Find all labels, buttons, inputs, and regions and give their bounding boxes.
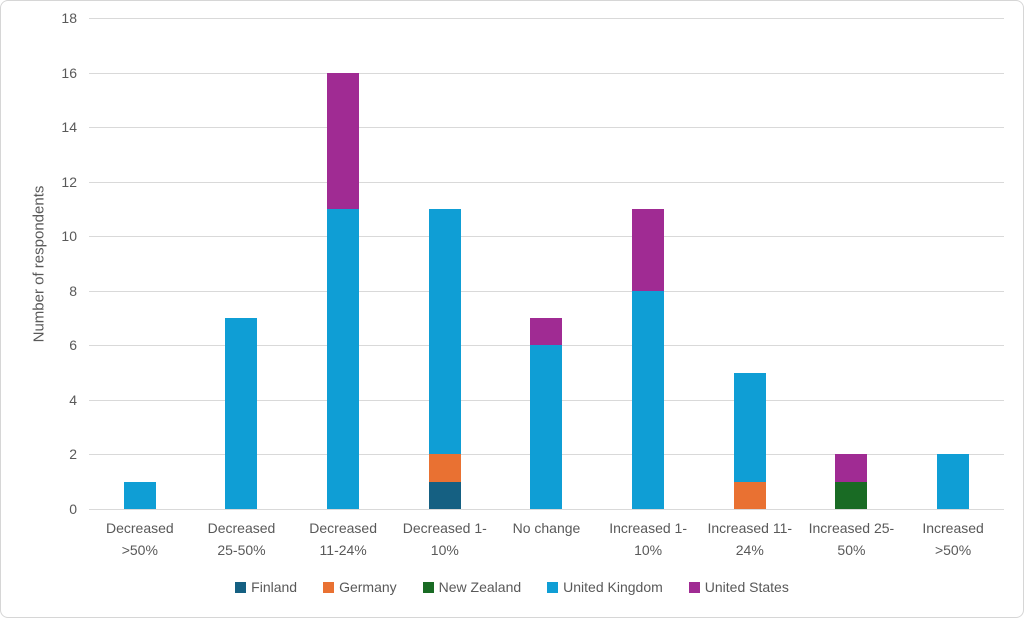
bar-stack	[632, 18, 665, 509]
y-tick-label: 8	[69, 282, 77, 299]
x-category-label: Increased 11- 24%	[699, 517, 801, 561]
y-tick-label: 6	[69, 337, 77, 354]
plot-area	[89, 18, 1004, 510]
y-tick-label: 10	[61, 228, 77, 245]
bar-segment-united-kingdom	[733, 372, 766, 482]
gridline	[89, 72, 1004, 74]
x-category-label: Decreased 25-50%	[191, 517, 293, 561]
bar-columns	[89, 18, 1004, 509]
bar-stack	[327, 18, 360, 509]
legend-item-united-states: United States	[688, 579, 789, 595]
bar-stack	[428, 18, 461, 509]
legend-swatch-icon	[323, 581, 335, 593]
x-category-label-line: Increased 11-	[707, 520, 793, 536]
legend-swatch-icon	[422, 581, 434, 593]
y-tick-label: 12	[61, 173, 77, 190]
category-column	[191, 18, 293, 509]
bar-segment-new-zealand	[835, 481, 868, 509]
legend-swatch-icon	[235, 581, 247, 593]
category-column	[89, 18, 191, 509]
x-category-label-line: 10%	[634, 542, 663, 558]
x-category-label-line: >50%	[934, 542, 972, 558]
bar-stack	[123, 18, 156, 509]
x-category-label-line: Increased 25-	[808, 520, 895, 536]
x-category-label-line: Decreased	[105, 520, 174, 536]
gridline	[89, 181, 1004, 183]
gridline	[89, 509, 1004, 510]
legend: Finland Germany New Zealand United Kingdom U…	[1, 579, 1023, 595]
legend-item-finland: Finland	[235, 579, 297, 595]
category-column	[699, 18, 801, 509]
x-category-label-line: 10%	[430, 542, 459, 558]
category-column	[394, 18, 496, 509]
bar-segment-united-kingdom	[428, 208, 461, 455]
legend-label: United Kingdom	[563, 579, 663, 595]
bar-stack	[530, 18, 563, 509]
legend-label: Finland	[251, 579, 298, 595]
bar-stack	[937, 18, 970, 509]
x-category-label-line: Decreased 1-	[402, 520, 487, 536]
x-category-label-line: Increased 1-	[609, 520, 688, 536]
bar-segment-united-kingdom	[530, 345, 563, 509]
category-column	[902, 18, 1004, 509]
bar-stack	[835, 18, 868, 509]
bar-segment-united-states	[632, 208, 665, 291]
bar-segment-united-kingdom	[225, 318, 258, 509]
x-category-label-line: 50%	[837, 542, 866, 558]
bar-segment-united-states	[530, 318, 563, 346]
x-category-label-line: No change	[512, 520, 581, 536]
y-tick-label: 16	[61, 64, 77, 81]
category-column	[597, 18, 699, 509]
legend-swatch-icon	[547, 581, 559, 593]
legend-item-germany: Germany	[323, 579, 397, 595]
category-column	[496, 18, 598, 509]
x-category-label: Decreased >50%	[89, 517, 191, 561]
x-category-label: Decreased 11-24%	[292, 517, 394, 561]
category-column	[801, 18, 903, 509]
y-tick-label: 18	[61, 10, 77, 26]
gridline	[89, 18, 1004, 19]
x-category-label: Increased >50%	[902, 517, 1004, 561]
legend-label: Germany	[339, 579, 397, 595]
legend-item-united-kingdom: United Kingdom	[547, 579, 663, 595]
bar-stack	[733, 18, 766, 509]
x-category-label: Increased 1- 10%	[597, 517, 699, 561]
x-axis: Decreased >50% Decreased 25-50% Decreased 11-…	[89, 517, 1004, 561]
y-tick-label: 14	[61, 119, 77, 136]
bar-segment-united-states	[327, 72, 360, 209]
x-category-label-line: >50%	[121, 542, 158, 558]
gridline	[89, 127, 1004, 129]
bar-segment-united-kingdom	[937, 454, 970, 509]
x-category-label: Decreased 1- 10%	[394, 517, 496, 561]
x-category-label-line: 25-50%	[217, 542, 266, 558]
x-category-label-line: 11-24%	[319, 542, 367, 558]
y-tick-label: 2	[69, 446, 77, 463]
x-category-label-line: Decreased	[207, 520, 276, 536]
x-category-label: No change	[496, 517, 598, 561]
legend-label: New Zealand	[438, 579, 522, 595]
legend-swatch-icon	[688, 581, 700, 593]
bar-segment-united-states	[835, 454, 868, 482]
bar-segment-united-kingdom	[632, 290, 665, 509]
x-category-label-line: 24%	[735, 542, 764, 558]
legend-item-new-zealand: New Zealand	[422, 579, 522, 595]
category-column	[292, 18, 394, 509]
bar-segment-germany	[428, 454, 461, 482]
x-category-label-line: Increased	[922, 520, 984, 536]
legend-label: United States	[704, 579, 789, 595]
bar-segment-united-kingdom	[123, 481, 156, 509]
x-category-label: Increased 25- 50%	[801, 517, 903, 561]
gridline	[89, 236, 1004, 238]
y-tick-label: 4	[69, 391, 77, 408]
bar-segment-finland	[428, 481, 461, 509]
bar-segment-germany	[733, 481, 766, 509]
x-category-label-line: Decreased	[309, 520, 377, 536]
y-axis: 0 2 4 6 8 10 12 14 16 18	[1, 10, 77, 517]
bar-segment-united-kingdom	[327, 208, 360, 509]
bar-stack	[225, 18, 258, 509]
gridline	[89, 290, 1004, 292]
y-tick-label: 0	[69, 501, 77, 517]
